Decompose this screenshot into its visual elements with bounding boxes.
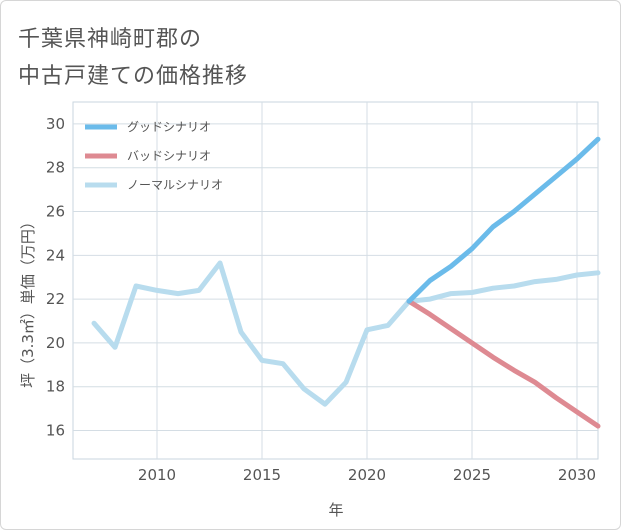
chart-title-line-1: 千葉県神崎町郡の [18, 27, 203, 52]
x-axis-title: 年 [328, 501, 343, 519]
y-tick-label: 28 [46, 159, 65, 177]
x-tick-label: 2020 [348, 466, 386, 484]
x-tick-label: 2025 [453, 466, 491, 484]
legend-label-1: グッドシナリオ [127, 120, 211, 134]
grid [72, 101, 599, 460]
y-tick-label: 22 [46, 290, 65, 308]
y-tick-label: 24 [46, 246, 65, 264]
plot-frame [72, 101, 599, 460]
y-tick-label: 20 [46, 334, 65, 352]
x-tick-label: 2010 [138, 466, 176, 484]
series-line-3 [91, 260, 601, 407]
axis-ticks: 16 18 20 22 24 26 28 30 2010 2015 2020 2025 2030 [46, 115, 596, 484]
y-axis-title: 坪（3.3㎡）単価（万円） [19, 214, 37, 388]
x-tick-label: 2015 [243, 466, 281, 484]
series-lines [91, 136, 601, 429]
y-tick-label: 30 [46, 115, 65, 133]
series-line-1 [406, 136, 601, 304]
x-tick-label: 2030 [558, 466, 596, 484]
chart-title-line-2: 中古戸建ての価格推移 [18, 64, 249, 89]
y-tick-label: 26 [46, 203, 65, 221]
y-tick-label: 16 [46, 422, 65, 440]
series-line-2 [406, 298, 601, 429]
legend-label-2: バッドシナリオ [127, 149, 211, 163]
legend-label-3: ノーマルシナリオ [127, 178, 223, 192]
y-tick-label: 18 [46, 378, 65, 396]
